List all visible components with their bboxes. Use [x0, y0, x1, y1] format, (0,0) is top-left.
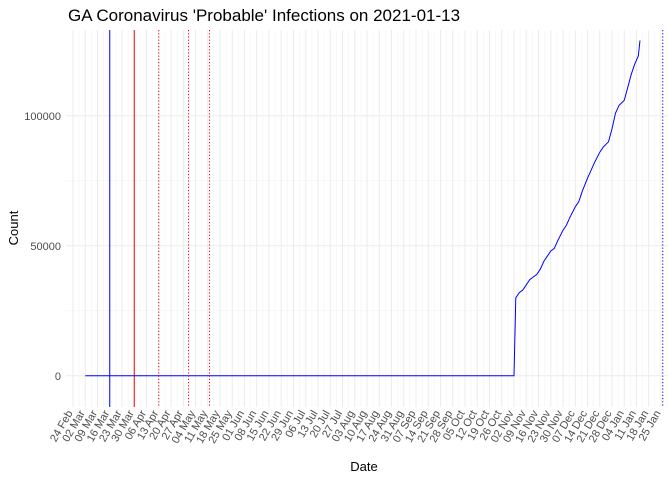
grid	[66, 30, 668, 407]
reference-lines	[109, 30, 664, 407]
y-tick-label: 0	[55, 371, 61, 383]
series-layer	[85, 40, 641, 377]
chart-title: GA Coronavirus 'Probable' Infections on …	[68, 6, 461, 25]
x-axis-title: Date	[350, 459, 377, 474]
y-tick-label: 100000	[24, 111, 61, 123]
y-tick-label: 50000	[30, 241, 61, 253]
y-tick-labels: 0 50000 100000	[24, 111, 61, 383]
series-line	[85, 40, 641, 377]
y-axis-title: Count	[6, 210, 21, 245]
